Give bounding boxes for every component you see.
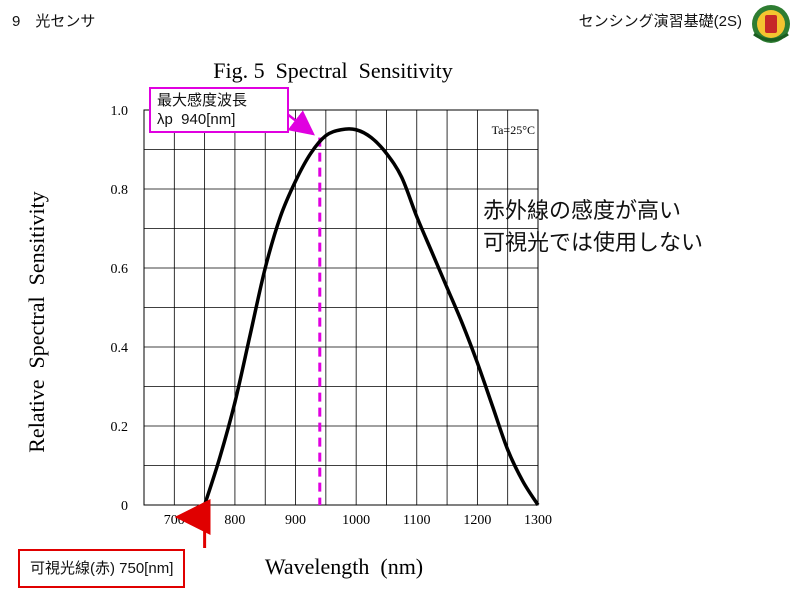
school-emblem-icon (752, 5, 790, 43)
y-tick-label: 0 (121, 499, 128, 514)
x-axis-ticks: 700 800 900 1000 1100 1200 1300 (164, 513, 552, 528)
x-tick-label: 1100 (403, 513, 430, 528)
peak-callout-title: 最大感度波長 (157, 92, 248, 109)
plot-frame (143, 109, 539, 506)
x-tick-label: 800 (224, 513, 245, 528)
y-axis-label: Relative Spectral Sensitivity (24, 191, 49, 453)
chart-grid (144, 110, 538, 505)
y-tick-label: 0.4 (111, 341, 129, 356)
y-tick-label: 0.8 (111, 183, 129, 198)
y-tick-label: 1.0 (111, 104, 129, 119)
peak-wavelength-callout: 最大感度波長 λp 940[nm] (149, 87, 289, 133)
slide-section-title: 9 光センサ (12, 13, 96, 30)
temperature-annotation: Ta=25°C (492, 123, 535, 137)
y-tick-label: 0.2 (111, 420, 129, 435)
y-tick-label: 0.6 (111, 262, 129, 277)
x-tick-label: 900 (285, 513, 306, 528)
infrared-note: 赤外線の感度が高い 可視光では使用しない (483, 195, 703, 259)
x-axis-label: Wavelength (nm) (265, 554, 423, 579)
infrared-note-line2: 可視光では使用しない (483, 230, 704, 255)
course-title: センシング演習基礎(2S) (578, 13, 742, 30)
visible-red-callout-text: 可視光線(赤) 750[nm] (30, 560, 174, 577)
x-tick-label: 1200 (463, 513, 491, 528)
y-axis-ticks: 0 0.2 0.4 0.6 0.8 1.0 (111, 104, 129, 514)
x-tick-label: 1300 (524, 513, 552, 528)
visible-red-callout: 可視光線(赤) 750[nm] (18, 549, 186, 588)
x-tick-label: 700 (164, 513, 185, 528)
x-tick-label: 1000 (342, 513, 370, 528)
sensitivity-curve (202, 127, 540, 506)
infrared-note-line1: 赤外線の感度が高い (483, 198, 682, 223)
chart-title: Fig. 5 Spectral Sensitivity (213, 58, 453, 83)
peak-callout-value: λp 940[nm] (157, 111, 236, 128)
